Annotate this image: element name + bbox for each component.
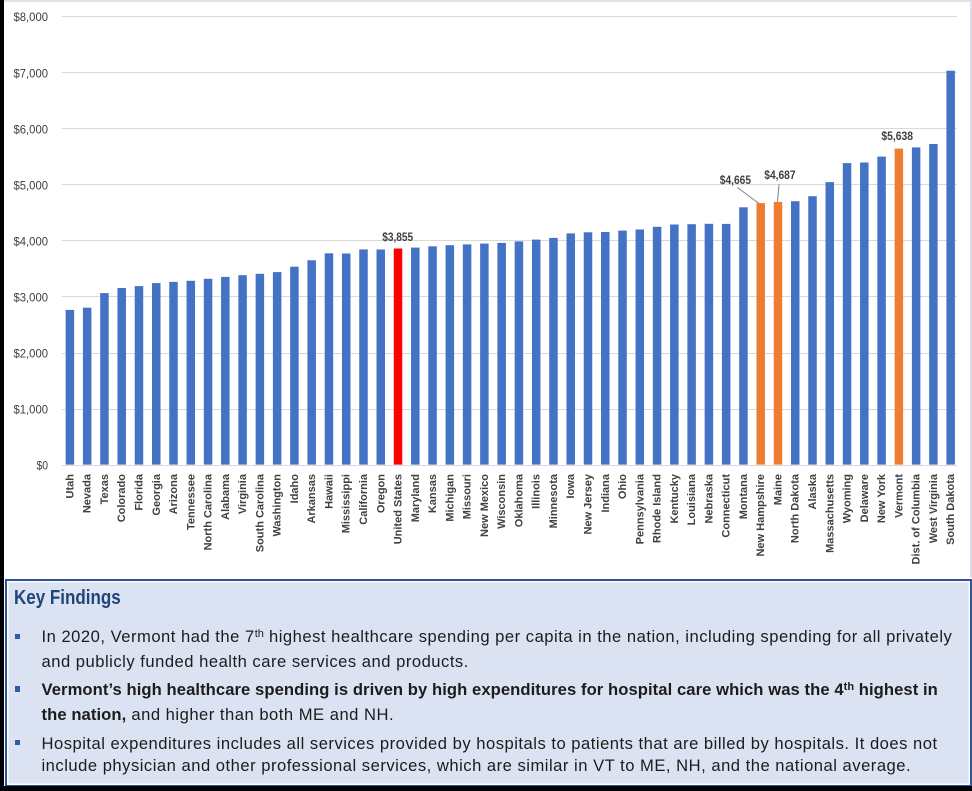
svg-text:United States: United States (393, 474, 405, 544)
svg-text:New Mexico: New Mexico (479, 474, 491, 537)
svg-text:Maine: Maine (773, 474, 785, 505)
svg-text:$0: $0 (37, 459, 49, 473)
svg-text:$2,000: $2,000 (14, 347, 49, 361)
svg-text:Oklahoma: Oklahoma (513, 473, 525, 527)
svg-text:Tennessee: Tennessee (185, 474, 197, 530)
svg-text:$3,000: $3,000 (14, 291, 49, 305)
svg-text:Florida: Florida (134, 473, 146, 511)
svg-text:Missouri: Missouri (462, 474, 474, 519)
svg-text:Arkansas: Arkansas (306, 474, 318, 524)
svg-text:Connecticut: Connecticut (721, 474, 733, 538)
svg-text:Nevada: Nevada (82, 473, 94, 513)
svg-text:Ohio: Ohio (617, 474, 629, 499)
svg-text:California: California (358, 473, 370, 525)
svg-text:Idaho: Idaho (289, 474, 301, 504)
svg-text:$4,665: $4,665 (720, 174, 752, 187)
svg-text:$1,000: $1,000 (14, 403, 49, 417)
svg-text:Dist. of Columbia: Dist. of Columbia (911, 473, 923, 564)
svg-text:Virginia: Virginia (237, 473, 249, 514)
svg-text:Michigan: Michigan (444, 474, 456, 522)
svg-text:$5,000: $5,000 (14, 178, 49, 192)
svg-text:Kansas: Kansas (427, 474, 439, 513)
svg-text:Arizona: Arizona (168, 473, 180, 514)
svg-text:$8,000: $8,000 (14, 10, 49, 24)
svg-text:Alabama: Alabama (220, 473, 232, 520)
svg-text:$3,855: $3,855 (382, 231, 413, 244)
svg-text:New York: New York (876, 473, 888, 523)
svg-text:North Carolina: North Carolina (203, 473, 215, 550)
svg-text:Rhode Island: Rhode Island (652, 474, 664, 543)
svg-text:$5,638: $5,638 (881, 130, 913, 143)
svg-text:South Dakota: South Dakota (945, 473, 957, 545)
svg-text:$4,687: $4,687 (764, 169, 795, 182)
svg-text:Kentucky: Kentucky (669, 473, 681, 523)
svg-text:South Carolina: South Carolina (254, 473, 266, 552)
svg-text:Washington: Washington (272, 474, 284, 537)
svg-text:Delaware: Delaware (859, 474, 871, 522)
svg-text:Illinois: Illinois (531, 474, 543, 509)
svg-text:Maryland: Maryland (410, 474, 422, 522)
svg-text:Mississippi: Mississippi (341, 474, 353, 533)
svg-text:New Jersey: New Jersey (583, 473, 595, 534)
svg-text:Iowa: Iowa (565, 473, 577, 498)
svg-text:Georgia: Georgia (151, 473, 163, 515)
svg-text:Louisiana: Louisiana (686, 473, 698, 525)
svg-text:Wisconsin: Wisconsin (496, 474, 508, 529)
svg-text:New Hampshire: New Hampshire (755, 474, 767, 557)
svg-text:Massachusetts: Massachusetts (824, 474, 836, 553)
svg-text:Minnesota: Minnesota (548, 473, 560, 528)
svg-text:Vermont: Vermont (893, 474, 905, 518)
svg-text:Colorado: Colorado (116, 474, 128, 523)
svg-text:West Virginia: West Virginia (928, 473, 940, 543)
svg-text:Wyoming: Wyoming (842, 474, 854, 523)
svg-text:Pennsylvania: Pennsylvania (634, 473, 646, 544)
svg-text:Indiana: Indiana (600, 473, 612, 512)
svg-text:$4,000: $4,000 (14, 234, 49, 248)
svg-text:$6,000: $6,000 (14, 122, 49, 136)
svg-text:Montana: Montana (738, 473, 750, 519)
svg-text:Utah: Utah (64, 474, 76, 499)
svg-text:Nebraska: Nebraska (703, 473, 715, 523)
svg-text:Alaska: Alaska (807, 473, 819, 509)
svg-text:$7,000: $7,000 (14, 66, 49, 80)
svg-text:North Dakota: North Dakota (790, 473, 802, 543)
svg-text:Texas: Texas (99, 474, 111, 504)
svg-text:Oregon: Oregon (375, 474, 387, 513)
svg-text:Hawaii: Hawaii (324, 474, 336, 509)
